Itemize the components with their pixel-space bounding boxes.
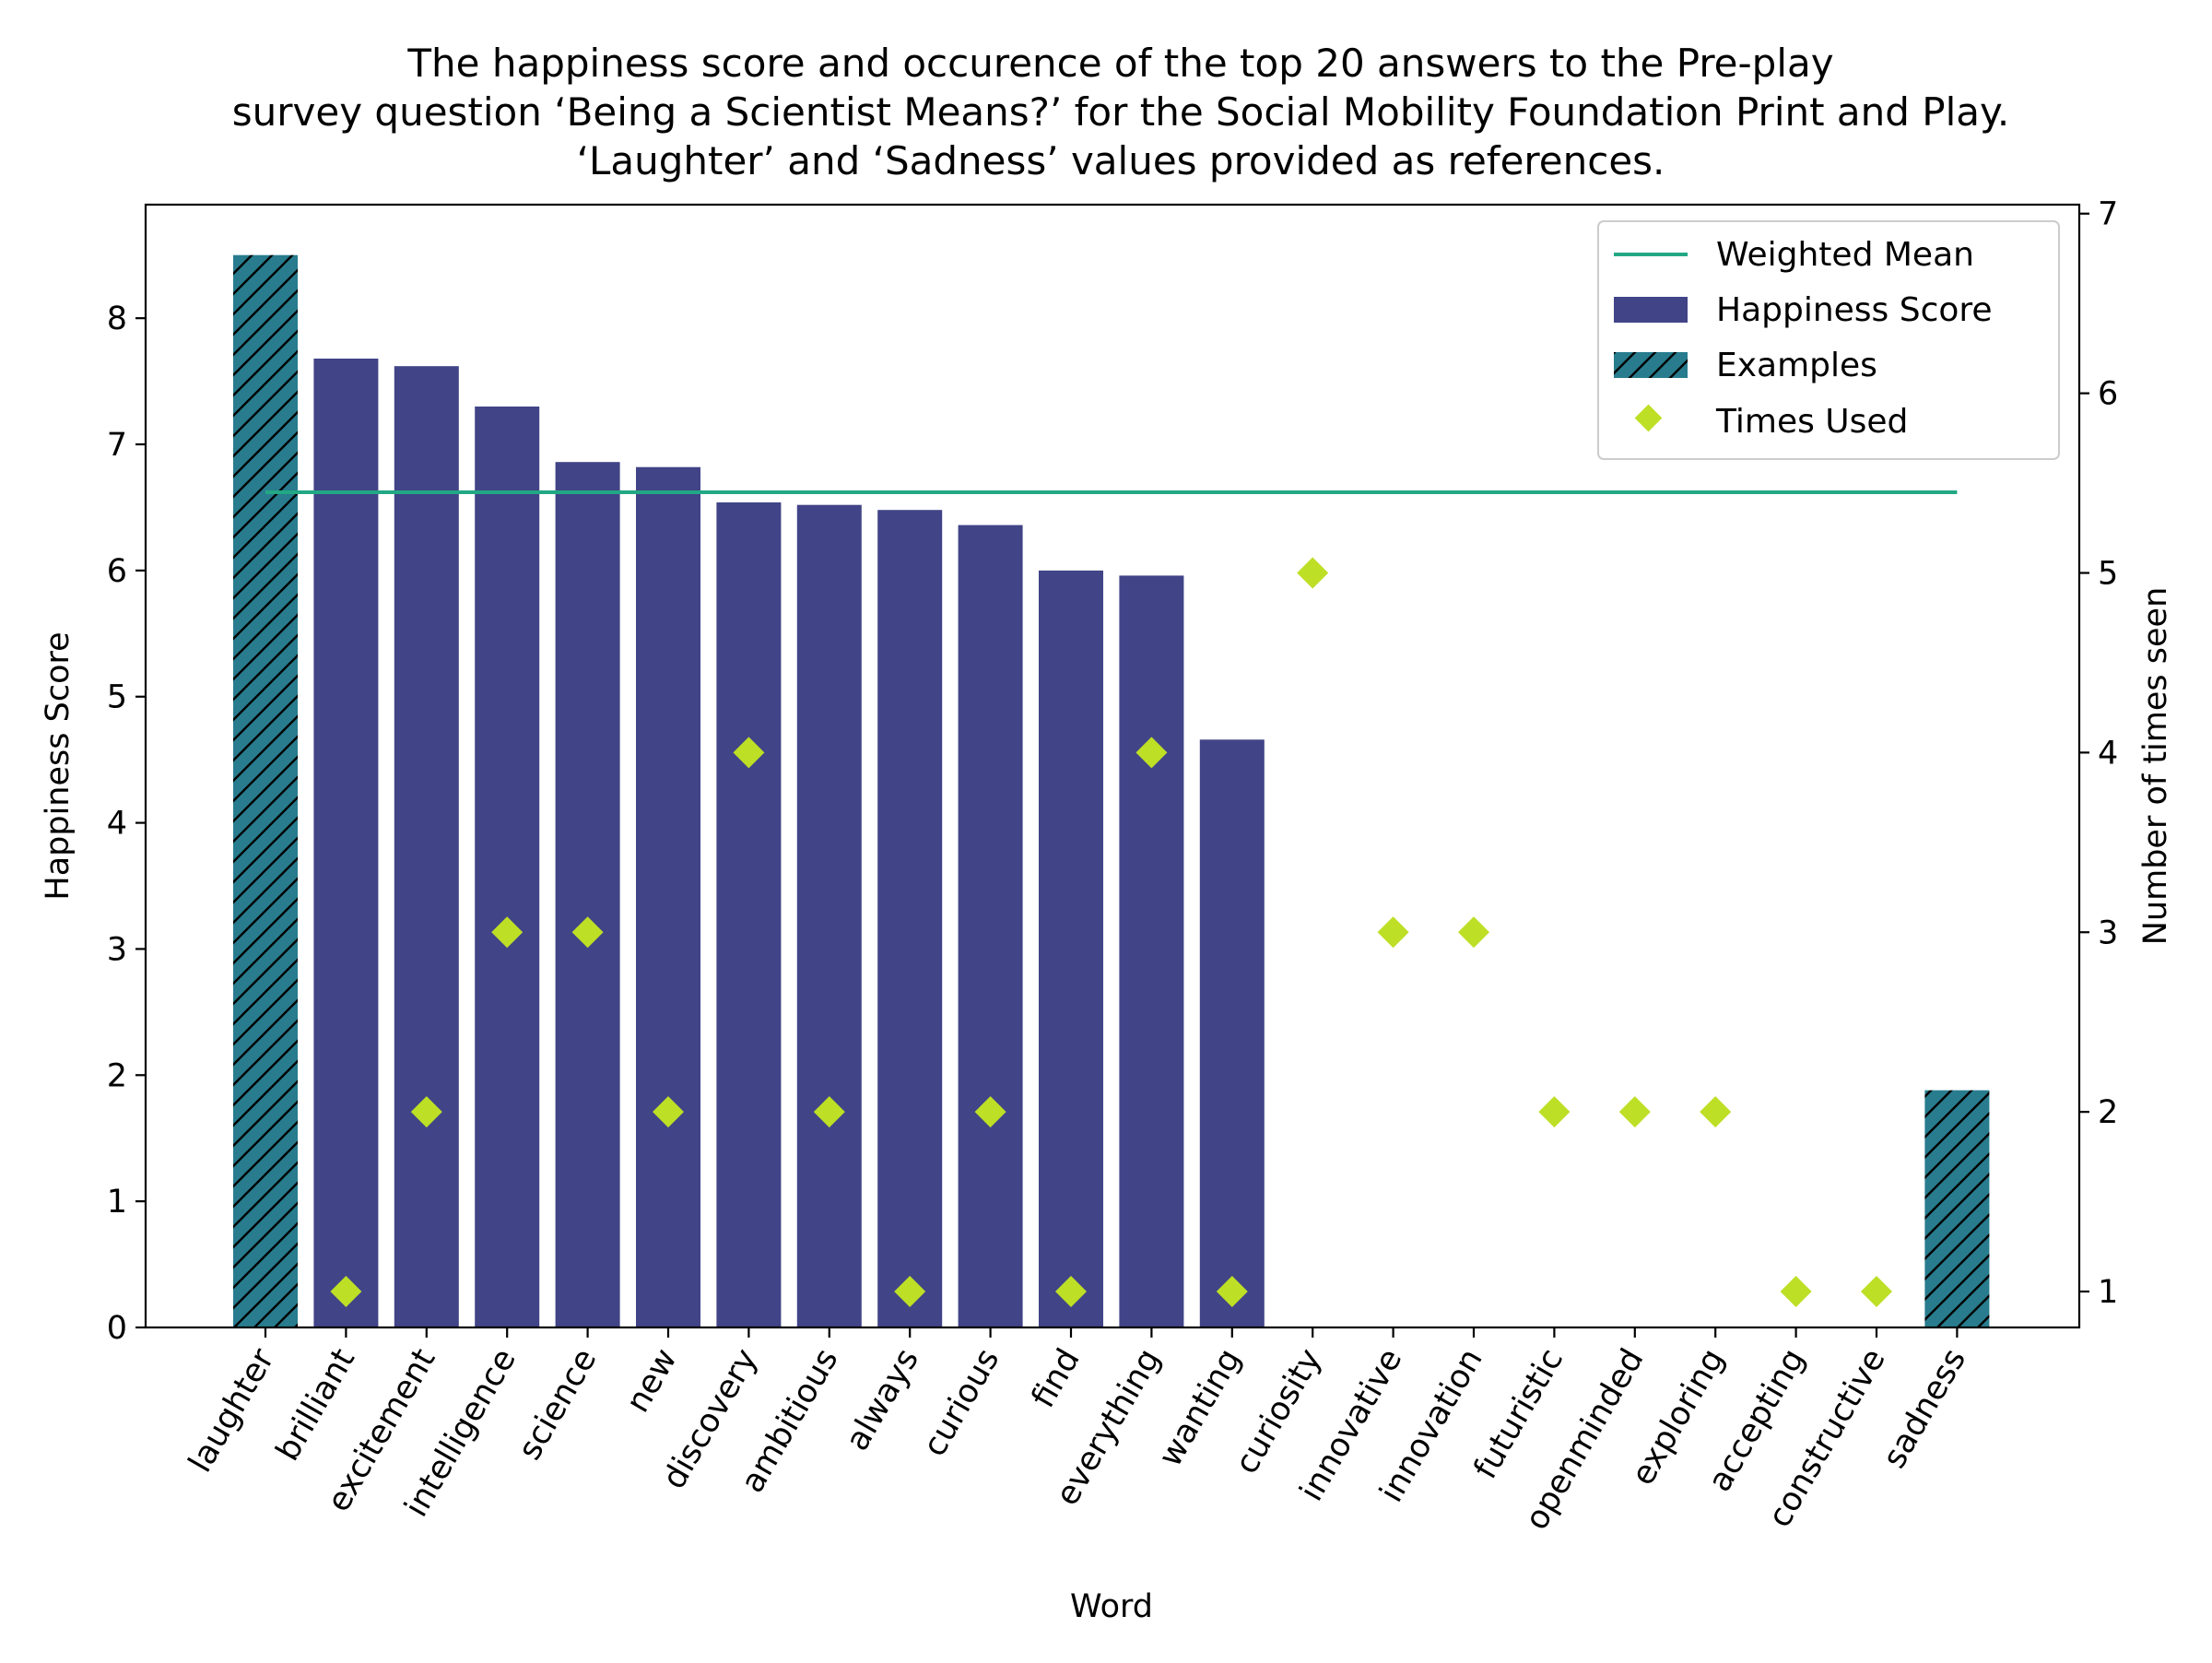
times-used-point-wanting — [1216, 1276, 1248, 1308]
happiness-bar-curious — [958, 525, 1023, 1327]
times-used-point-everything — [1135, 737, 1168, 769]
times-used-point-innovative — [1377, 916, 1409, 949]
legend-swatch-times-used — [1634, 404, 1663, 432]
title-line-1: The happiness score and occurence of the… — [406, 41, 1833, 86]
happiness-bar-discovery — [716, 502, 782, 1327]
times-used-point-innovation — [1458, 916, 1489, 949]
times-used-point-science — [571, 916, 604, 949]
happiness-bar-ambitious — [796, 504, 862, 1327]
bars-layer — [233, 254, 1990, 1328]
legend-label-weighted-mean: Weighted Mean — [1716, 236, 1974, 274]
y2-tick-label: 4 — [2098, 735, 2118, 772]
x-tick-label-brilliant: brilliant — [269, 1343, 362, 1468]
plot-area-frame — [144, 203, 2081, 1329]
title-line-2: survey question ‘Being a Scientist Means… — [232, 89, 2010, 135]
y2-tick-label: 2 — [2098, 1094, 2118, 1131]
times-used-point-curiosity — [1297, 557, 1329, 589]
y-tick-label: 4 — [107, 806, 127, 843]
legend-frame — [1597, 220, 2060, 460]
happiness-bar-everything — [1119, 575, 1184, 1327]
example-bar-laughter — [233, 254, 298, 1328]
x-axis-label: Word — [1070, 1588, 1153, 1625]
y-tick-label: 7 — [107, 427, 127, 464]
y-tick-label: 5 — [107, 679, 127, 716]
y2-tick-label: 1 — [2098, 1274, 2118, 1311]
times-used-point-find — [1055, 1276, 1087, 1308]
x-tick-label-science: science — [512, 1343, 604, 1467]
times-used-point-exploring — [1700, 1096, 1732, 1128]
times-used-point-discovery — [733, 737, 765, 769]
x-tick-label-always: always — [839, 1343, 926, 1457]
times-used-point-excitement — [410, 1096, 442, 1128]
legend-swatch-examples — [1614, 352, 1688, 378]
x-tick-label-curious: curious — [916, 1343, 1006, 1463]
x-tick-label-find: find — [1025, 1343, 1088, 1415]
happiness-bar-find — [1039, 570, 1103, 1327]
legend-label-times-used: Times Used — [1715, 403, 1908, 441]
times-used-point-ambitious — [813, 1096, 845, 1128]
happiness-bar-always — [877, 510, 943, 1327]
times-used-layer — [330, 557, 1892, 1308]
legend: Weighted Mean Happiness Score Examples T… — [1597, 220, 2060, 460]
y2-tick-label: 3 — [2098, 914, 2118, 951]
example-bar-sadness — [1924, 1090, 1990, 1327]
happiness-bar-excitement — [394, 366, 459, 1328]
times-used-point-accepting — [1780, 1276, 1812, 1308]
y-tick-label: 6 — [107, 553, 127, 590]
happiness-bar-wanting — [1199, 739, 1265, 1327]
times-used-point-constructive — [1861, 1276, 1892, 1308]
legend-label-happiness-score: Happiness Score — [1716, 291, 1993, 329]
y-tick-label: 3 — [107, 931, 127, 968]
y2-tick-label: 5 — [2098, 556, 2118, 593]
times-used-point-curious — [974, 1096, 1006, 1128]
times-used-point-intelligence — [491, 916, 524, 949]
x-tick-label-laughter: laughter — [182, 1342, 282, 1479]
y-tick-label: 2 — [107, 1057, 127, 1094]
times-used-point-always — [894, 1276, 926, 1308]
times-used-point-new — [653, 1096, 684, 1128]
y-tick-label: 0 — [107, 1310, 127, 1347]
y2-axis-label: Number of times seen — [2137, 587, 2174, 946]
happiness-bar-brilliant — [313, 359, 379, 1327]
y-axis-left: 0 1 2 3 4 5 6 7 8 — [107, 301, 146, 1347]
happiness-bar-science — [555, 462, 620, 1327]
y-tick-label: 1 — [107, 1184, 127, 1221]
chart-title: The happiness score and occurence of the… — [232, 41, 2010, 183]
y2-tick-label: 6 — [2098, 376, 2118, 413]
y-axis-right: 1 2 3 4 5 6 7 — [2079, 196, 2118, 1311]
y2-tick-label: 7 — [2098, 196, 2118, 233]
title-line-3: ‘Laughter’ and ‘Sadness’ values provided… — [577, 138, 1665, 183]
y-axis-label: Happiness Score — [40, 631, 76, 900]
times-used-point-futuristic — [1538, 1096, 1571, 1128]
legend-swatch-happiness-score — [1614, 297, 1688, 323]
times-used-point-openminded — [1618, 1096, 1651, 1128]
x-tick-label-new: new — [619, 1343, 685, 1420]
happiness-bar-new — [636, 466, 700, 1327]
happiness-bar-intelligence — [475, 407, 540, 1327]
legend-label-examples: Examples — [1716, 347, 1877, 384]
times-used-point-brilliant — [330, 1276, 362, 1308]
y-tick-label: 8 — [107, 301, 127, 337]
x-axis: laughterbrilliantexcitementintelligences… — [182, 1327, 1973, 1536]
